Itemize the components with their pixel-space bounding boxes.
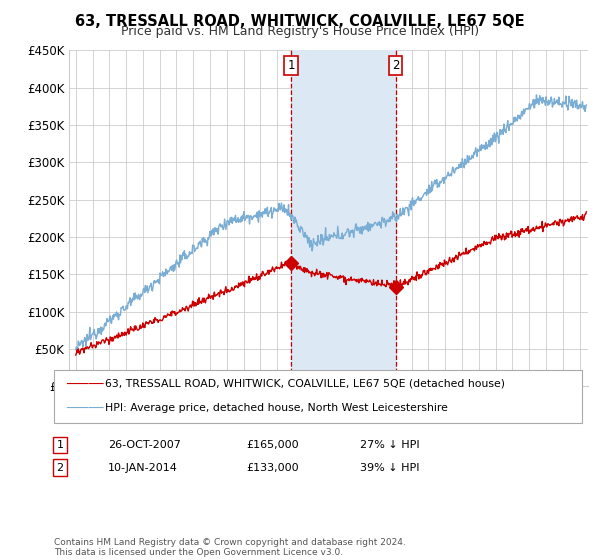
Bar: [291, 50, 395, 386]
Text: ─────: ─────: [66, 377, 104, 390]
Text: 27% ↓ HPI: 27% ↓ HPI: [360, 440, 419, 450]
Text: £165,000: £165,000: [246, 440, 299, 450]
Text: 63, TRESSALL ROAD, WHITWICK, COALVILLE, LE67 5QE (detached house): 63, TRESSALL ROAD, WHITWICK, COALVILLE, …: [105, 379, 505, 389]
Text: 1: 1: [287, 59, 295, 72]
Text: 39% ↓ HPI: 39% ↓ HPI: [360, 463, 419, 473]
Text: 2: 2: [56, 463, 64, 473]
Text: 26-OCT-2007: 26-OCT-2007: [108, 440, 181, 450]
Text: 1: 1: [56, 440, 64, 450]
Text: 2: 2: [392, 59, 399, 72]
Text: ─────: ─────: [66, 402, 104, 415]
Text: 63, TRESSALL ROAD, WHITWICK, COALVILLE, LE67 5QE: 63, TRESSALL ROAD, WHITWICK, COALVILLE, …: [75, 14, 525, 29]
Text: £133,000: £133,000: [246, 463, 299, 473]
Text: 10-JAN-2014: 10-JAN-2014: [108, 463, 178, 473]
Text: Contains HM Land Registry data © Crown copyright and database right 2024.
This d: Contains HM Land Registry data © Crown c…: [54, 538, 406, 557]
Text: HPI: Average price, detached house, North West Leicestershire: HPI: Average price, detached house, Nort…: [105, 403, 448, 413]
Text: Price paid vs. HM Land Registry's House Price Index (HPI): Price paid vs. HM Land Registry's House …: [121, 25, 479, 38]
